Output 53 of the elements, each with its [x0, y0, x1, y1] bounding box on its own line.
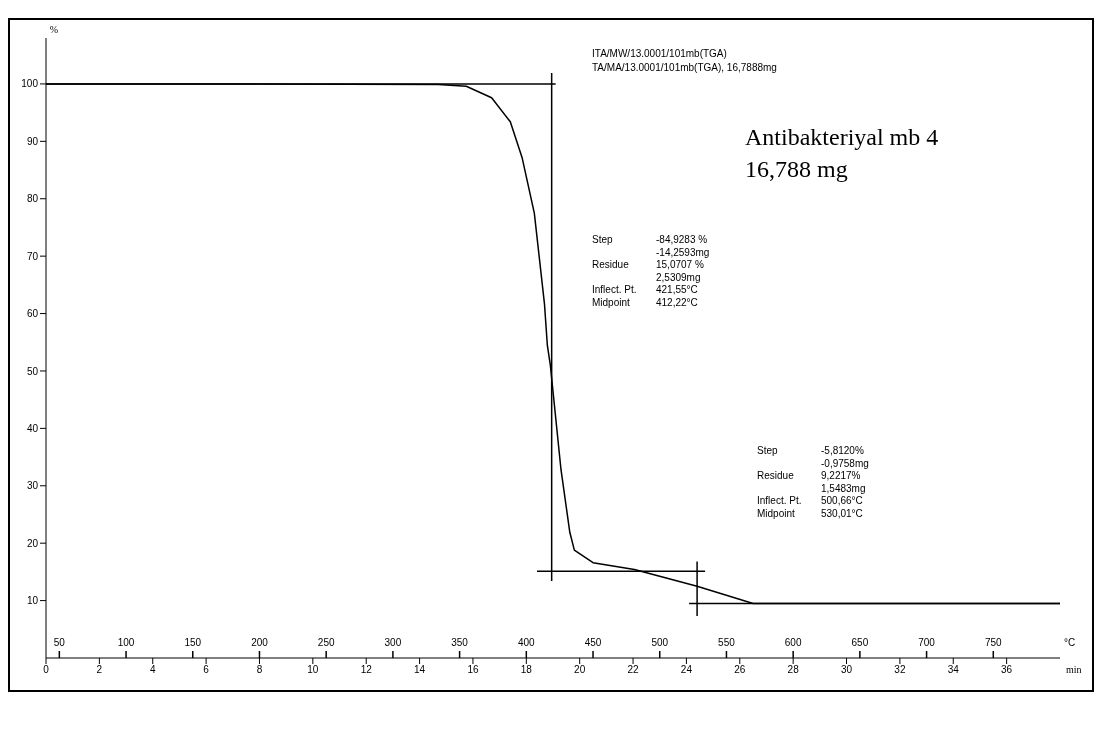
x-tick-label: 14 [414, 664, 426, 676]
y-tick-label: 20 [26, 537, 39, 549]
x2-tick-label: 100 [117, 637, 135, 648]
x-tick-label: 18 [520, 664, 533, 676]
x-tick-label: 24 [680, 664, 693, 676]
y-tick-label: 100 [21, 78, 39, 90]
y-tick-label: 60 [26, 308, 39, 320]
x-tick-label: 32 [894, 664, 906, 676]
x2-tick-label: 400 [517, 637, 536, 648]
x2-tick-label: 450 [584, 637, 602, 648]
y-tick-label: 90 [26, 135, 39, 147]
x-tick-label: 26 [734, 664, 746, 676]
x2-tick-label: 200 [251, 637, 269, 648]
text: Step -84,9283 % -14,2593mg Residue 15,0707 % 2,5309mg Inflect. Pt. 421,55°C Midpoint 412,22°C [592, 234, 710, 308]
x-tick-label: 28 [787, 664, 800, 676]
x-tick-label: 4 [149, 664, 156, 676]
y-axis-title: % [49, 24, 58, 36]
x-tick-label: 34 [947, 664, 960, 676]
text: Step -5,8120% -0,9758mg Residue 9,2217% 1,5483mg Inflect. Pt. 500,66°C Midpoint 530,01°C [757, 445, 869, 519]
x-tick-label: 20 [574, 664, 586, 676]
y-tick-label: 50 [26, 365, 39, 377]
x2-tick-label: 700 [918, 637, 936, 648]
y-tick-label: 70 [26, 250, 39, 262]
x2-tick-label: 50 [53, 637, 66, 648]
y-tick-label: 10 [26, 595, 39, 607]
x-tick-label: 0 [43, 664, 50, 676]
annotation: TA/MA/13.0001/101mb(TGA), 16,7888mg [592, 62, 777, 73]
y-tick-label: 80 [26, 193, 39, 205]
annotation: ITA/MW/13.0001/101mb(TGA) [592, 48, 727, 59]
x-tick-label: 2 [96, 664, 103, 676]
x-tick-label: 16 [467, 664, 479, 676]
x2-tick-label: 750 [984, 637, 1003, 648]
x-tick-label: 12 [360, 664, 373, 676]
annotation: Antibakteriyal mb 4 [745, 124, 939, 150]
x2-tick-label: 350 [451, 637, 469, 648]
x-tick-label: 30 [840, 664, 853, 676]
x-tick-label: 8 [256, 664, 263, 676]
x-tick-label: 6 [203, 664, 210, 676]
x-tick-label: 10 [307, 664, 319, 676]
x2-tick-label: 600 [784, 637, 802, 648]
x-tick-label: 22 [627, 664, 640, 676]
y-tick-label: 30 [26, 480, 39, 492]
x2-tick-label: 550 [718, 637, 736, 648]
x-tick-label: 36 [1001, 664, 1013, 676]
x2-axis-title: °C [1064, 637, 1076, 648]
x2-tick-label: 150 [184, 637, 202, 648]
x2-tick-label: 500 [651, 637, 669, 648]
y-tick-label: 40 [26, 422, 39, 434]
annotation: 16,788 mg [745, 156, 848, 182]
x2-tick-label: 650 [851, 637, 869, 648]
x2-tick-label: 250 [317, 637, 335, 648]
x2-tick-label: 300 [384, 637, 402, 648]
x-axis-title: min [1066, 663, 1082, 675]
